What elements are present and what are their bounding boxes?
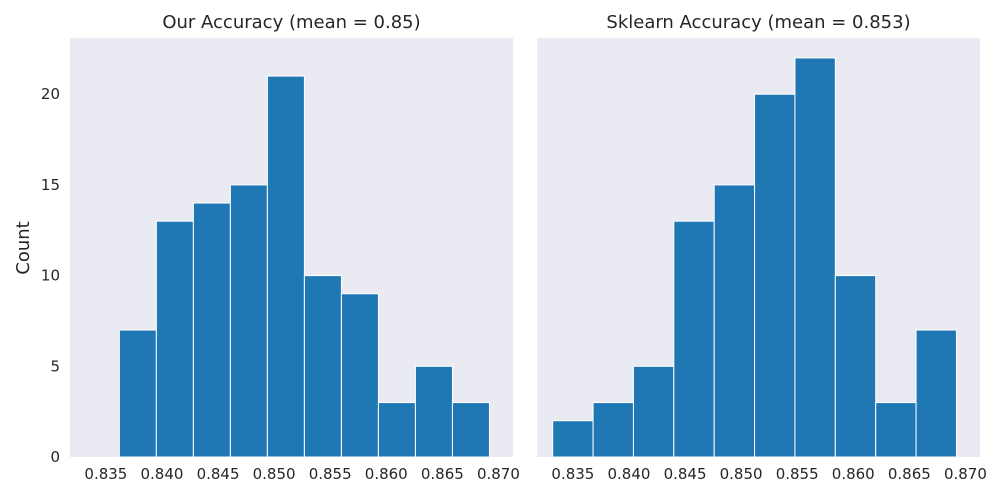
- histogram-bar: [794, 57, 836, 458]
- histogram-bar: [155, 220, 194, 458]
- x-tick-label: 0.845: [197, 465, 240, 483]
- x-tick-label: 0.855: [309, 465, 352, 483]
- histogram-bar: [915, 329, 957, 458]
- x-tick-label: 0.840: [607, 465, 650, 483]
- histogram-bar: [303, 275, 342, 458]
- histogram-bar: [229, 184, 268, 458]
- x-tick-label: 0.845: [664, 465, 707, 483]
- x-tick-label: 0.835: [551, 465, 594, 483]
- histogram-bar: [340, 293, 379, 458]
- x-tick-label: 0.850: [720, 465, 763, 483]
- x-tick-label: 0.860: [365, 465, 408, 483]
- y-tick-label: 10: [41, 267, 60, 285]
- x-tick-label: 0.865: [888, 465, 931, 483]
- histogram-bar: [592, 402, 634, 458]
- y-tick-label: 5: [50, 357, 60, 375]
- histogram-bar: [673, 220, 715, 458]
- histogram-bar: [754, 93, 796, 458]
- histogram-bar: [875, 402, 917, 458]
- x-tick-label: 0.870: [944, 465, 987, 483]
- histogram-bar: [266, 75, 305, 458]
- histogram-bar: [552, 420, 594, 458]
- histogram-bar: [834, 275, 877, 458]
- histogram-bar: [632, 365, 675, 458]
- x-tick-label: 0.855: [776, 465, 819, 483]
- x-tick-label: 0.860: [832, 465, 875, 483]
- histogram-bar: [451, 402, 490, 458]
- chart-title: Sklearn Accuracy (mean = 0.853): [606, 12, 910, 33]
- x-tick-label: 0.865: [421, 465, 464, 483]
- histogram-bar: [118, 329, 157, 458]
- x-tick-label: 0.835: [84, 465, 127, 483]
- panel-sklearn-accuracy: Sklearn Accuracy (mean = 0.853) 0.835 0.84…: [537, 12, 987, 483]
- histogram-bar: [414, 365, 453, 458]
- x-tick-label: 0.870: [477, 465, 520, 483]
- x-tick-label: 0.850: [253, 465, 296, 483]
- y-tick-label: 15: [41, 176, 60, 194]
- histogram-bar: [192, 202, 231, 458]
- histogram-bar: [377, 402, 416, 458]
- y-axis-label: Count: [13, 221, 34, 274]
- panel-our-accuracy: Our Accuracy (mean = 0.85) 0.835 0.840 0.84…: [41, 12, 520, 483]
- y-tick-label: 0: [50, 448, 60, 466]
- histogram-bar: [713, 184, 756, 458]
- chart-title: Our Accuracy (mean = 0.85): [162, 12, 420, 33]
- y-tick-label: 20: [41, 85, 60, 103]
- x-tick-label: 0.840: [140, 465, 183, 483]
